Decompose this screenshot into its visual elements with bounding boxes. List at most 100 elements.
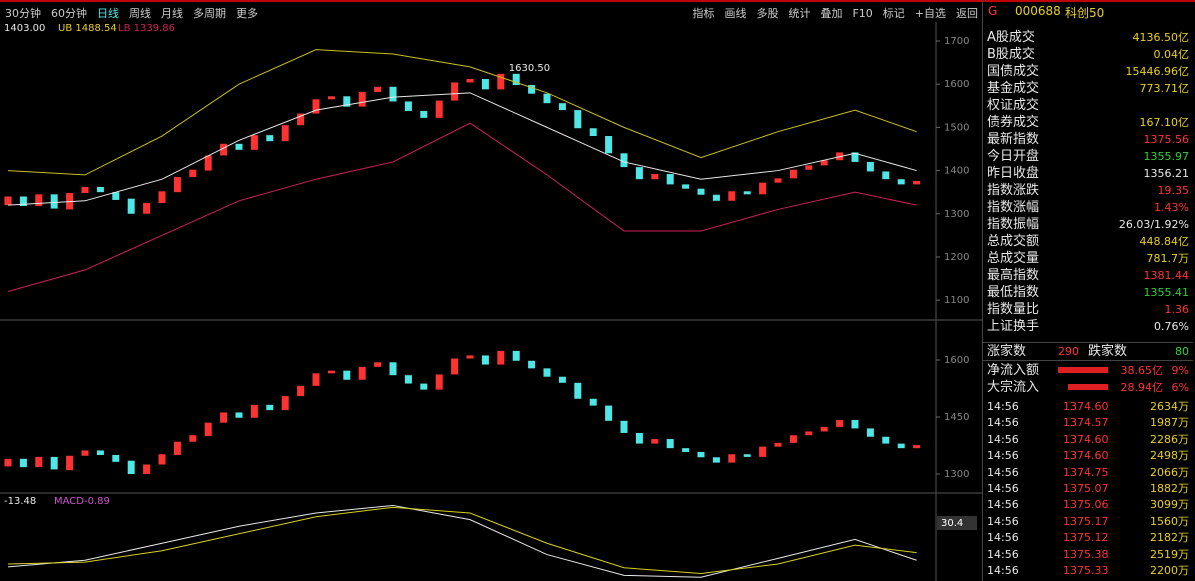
candle xyxy=(620,153,628,168)
tool-tab[interactable]: 返回 xyxy=(956,7,978,20)
sub-candle xyxy=(774,442,782,447)
sub-candle xyxy=(158,454,166,465)
sub-candle xyxy=(4,458,12,467)
candle xyxy=(666,174,674,185)
sub-candle xyxy=(666,439,674,449)
sub-candle xyxy=(327,370,335,374)
sub-candle xyxy=(312,373,320,386)
tool-tab[interactable]: 统计 xyxy=(788,7,811,20)
tick-volume: 3099万 xyxy=(1150,498,1189,512)
candle xyxy=(682,184,690,189)
candle xyxy=(605,136,613,154)
candle xyxy=(81,186,89,194)
period-tab[interactable]: 60分钟 xyxy=(51,7,87,20)
sub-candle xyxy=(404,375,412,384)
stat-value: 1355.41 xyxy=(1143,286,1190,299)
candle xyxy=(50,194,58,209)
period-tab[interactable]: 月线 xyxy=(161,7,183,20)
sub-candle xyxy=(19,458,27,468)
tick-time: 14:56 xyxy=(987,482,1019,495)
candle xyxy=(112,192,120,200)
sub-candle xyxy=(728,454,736,463)
candle xyxy=(189,169,197,178)
tick-row: 14:56 1375.38 2519万 xyxy=(983,546,1193,563)
stat-row: 上证换手 0.76% xyxy=(983,318,1193,335)
stat-row: 指数涨幅 1.43% xyxy=(983,199,1193,216)
stat-label: 基金成交 xyxy=(987,81,1040,96)
tick-time: 14:56 xyxy=(987,564,1019,577)
stat-value: 448.84亿 xyxy=(1139,235,1190,248)
tool-tab[interactable]: 多股 xyxy=(756,7,779,20)
sub-candle xyxy=(512,350,520,361)
sub-candle xyxy=(697,451,705,458)
candle xyxy=(4,196,12,206)
tick-volume: 2066万 xyxy=(1150,465,1189,479)
sub-candle xyxy=(543,368,551,377)
period-tab[interactable]: 日线 xyxy=(97,7,119,20)
tool-tab[interactable]: 标记 xyxy=(882,7,905,20)
candle xyxy=(481,79,489,90)
legend: LB 1339.86 xyxy=(118,23,175,34)
tick-volume: 1987万 xyxy=(1150,416,1189,430)
sub-candle xyxy=(836,420,844,427)
tool-tab[interactable]: F10 xyxy=(852,7,873,20)
period-tab[interactable]: 周线 xyxy=(129,7,151,20)
period-tab[interactable]: 30分钟 xyxy=(5,7,41,20)
tick-time: 14:56 xyxy=(987,465,1019,479)
chart: 1403.00 UB 1488.54 LB 1339.86 -13.48 MAC… xyxy=(0,22,982,581)
sub-candle xyxy=(712,457,720,463)
y-tick-label: 1200 xyxy=(944,252,969,263)
candle xyxy=(297,113,305,126)
stat-label: 权证成交 xyxy=(987,98,1040,113)
stat-label: 指数涨幅 xyxy=(987,200,1040,215)
candle xyxy=(312,99,320,114)
flow-pct: 6% xyxy=(1171,381,1189,394)
tool-tab[interactable]: 画线 xyxy=(724,7,747,20)
tick-price: 1375.07 xyxy=(1063,482,1109,495)
y-tick-label: 1600 xyxy=(944,355,969,366)
stat-row: 今日开盘 1355.97 xyxy=(983,148,1193,165)
up-label: 涨家数 xyxy=(987,344,1027,359)
tool-tab[interactable]: 叠加 xyxy=(820,7,843,20)
candle xyxy=(374,86,382,92)
sub-candle xyxy=(820,426,828,432)
candle xyxy=(574,110,582,129)
sub-candle xyxy=(374,362,382,367)
candle xyxy=(697,188,705,195)
stat-label: A股成交 xyxy=(987,30,1035,45)
stat-row: 指数振幅 26.03/1.92% xyxy=(983,216,1193,233)
stat-label: 指数振幅 xyxy=(987,217,1040,232)
stat-value: 1355.97 xyxy=(1143,150,1190,163)
period-tab[interactable]: 多周期 xyxy=(193,7,226,20)
tick-volume: 2519万 xyxy=(1150,547,1189,561)
candle xyxy=(96,186,104,193)
legend: 1403.00 xyxy=(4,23,45,34)
stat-value: 1.36 xyxy=(1164,303,1190,316)
tick-volume: 2200万 xyxy=(1150,564,1189,577)
tool-tab[interactable]: +自选 xyxy=(914,7,946,20)
stat-label: 最新指数 xyxy=(987,132,1040,147)
candle xyxy=(851,152,859,162)
sub-candle xyxy=(897,443,905,449)
stat-value: 1375.56 xyxy=(1143,133,1190,146)
sub-candle xyxy=(481,355,489,365)
sub-candle xyxy=(189,435,197,442)
period-tab[interactable]: 更多 xyxy=(236,7,258,20)
y-tick-label: 1600 xyxy=(944,79,969,90)
candle xyxy=(220,143,228,156)
candle xyxy=(651,174,659,180)
flag: G xyxy=(988,4,998,18)
stat-row: 最低指数 1355.41 xyxy=(983,284,1193,301)
y-tick-label: 1400 xyxy=(944,166,969,177)
stat-row: 指数量比 1.36 xyxy=(983,301,1193,318)
flow-value: 28.94亿 xyxy=(1120,381,1164,394)
tick-price: 1375.06 xyxy=(1063,498,1109,512)
tool-tab[interactable]: 指标 xyxy=(692,7,715,20)
tick-row: 14:56 1375.17 1560万 xyxy=(983,513,1193,530)
legend: MACD xyxy=(54,496,84,507)
sub-candle xyxy=(620,420,628,433)
band-line xyxy=(7,49,917,176)
candle xyxy=(635,167,643,180)
stat-label: 指数涨跌 xyxy=(987,183,1040,198)
